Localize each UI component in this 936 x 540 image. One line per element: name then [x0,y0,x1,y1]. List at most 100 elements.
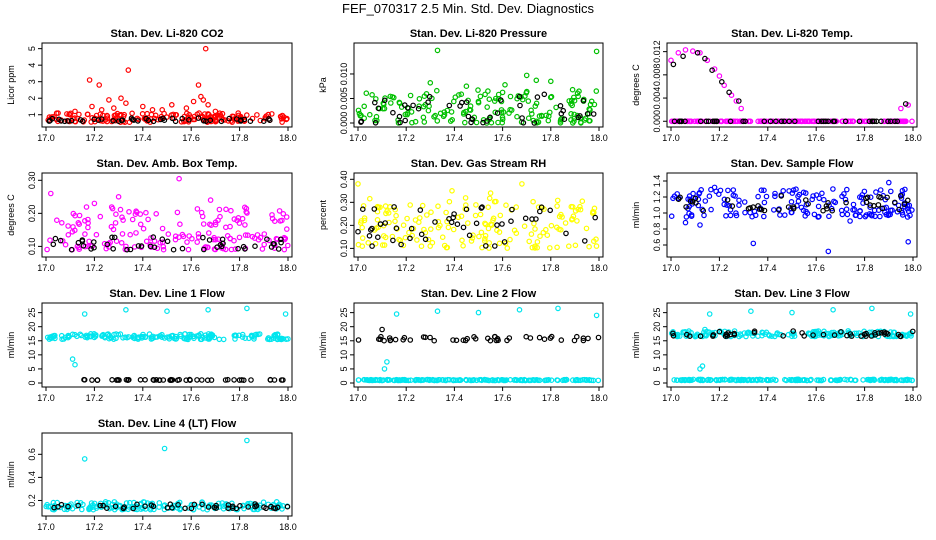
data-point [871,377,878,384]
data-point [81,456,88,462]
data-point [217,112,224,118]
data-point [201,246,207,253]
data-point [724,197,731,203]
data-point [494,227,500,234]
data-point [355,181,361,187]
data-point [700,207,707,214]
data-point [463,99,470,106]
data-point [110,118,116,124]
y-tick-label: 0.8 [652,223,662,236]
x-tick-label: 17.8 [542,393,560,403]
x-tick-label: 17.0 [662,133,680,143]
data-point [749,213,755,220]
data-point [239,331,246,338]
plot-frame [41,172,293,258]
data-point [730,192,737,199]
data-point [781,376,788,383]
data-point [282,311,289,317]
data-point [58,501,65,508]
data-point [569,216,576,222]
data-point [45,503,52,510]
data-point [532,226,538,232]
data-point [790,328,797,334]
data-point [465,113,472,120]
data-point [542,226,549,233]
data-point [843,186,850,193]
data-point [129,216,136,223]
data-point [544,232,551,239]
data-point [439,376,446,383]
data-point [815,214,821,220]
data-point [760,213,767,220]
data-point [826,333,832,340]
x-tick-label: 17.6 [182,393,200,403]
data-point [51,504,57,511]
data-point [810,328,816,335]
data-point [172,118,179,125]
data-point [683,331,690,338]
data-point [468,238,475,244]
data-point [200,234,206,241]
x-tick-label: 18.0 [590,133,608,143]
data-point [844,211,851,218]
data-point [435,203,441,210]
data-point [369,225,375,232]
data-point [200,118,207,124]
data-point [123,243,129,250]
x-tick-label: 17.4 [134,263,152,273]
data-point [710,333,716,339]
data-point [702,198,709,204]
data-point [355,337,362,343]
data-point [499,221,505,227]
data-point [593,243,600,249]
data-point [458,213,465,220]
data-point [446,102,453,109]
data-point [772,193,778,200]
y-tick-label: 10 [27,350,37,360]
data-point [763,376,770,383]
data-point [79,238,86,244]
x-tick-label: 17.4 [759,263,777,273]
data-point [728,377,735,383]
page-title: FEF_070317 2.5 Min. Std. Dev. Diagnostic… [342,1,594,16]
data-point [374,217,381,223]
data-point [445,224,452,231]
data-point [58,118,65,124]
data-point [252,503,258,510]
data-point [825,200,831,206]
data-point [781,212,788,218]
data-point [52,235,59,242]
data-point [571,111,578,118]
data-point [199,377,205,383]
data-point [790,331,796,338]
data-point [525,98,532,104]
data-point [459,237,465,244]
data-point [714,118,720,125]
x-tick-label: 18.0 [904,393,922,403]
data-point [822,118,829,125]
data-point [140,225,147,232]
data-point [112,112,119,118]
data-point [708,206,714,213]
data-point [482,236,488,242]
data-point [671,377,678,383]
data-point [366,111,373,118]
data-point [825,248,832,255]
y-tick-label: 0.4 [27,471,37,484]
data-point [482,221,489,228]
data-point [240,243,247,250]
data-point [407,92,414,99]
y-tick-label: 0.010 [339,63,349,86]
data-point [358,119,364,125]
data-point [137,221,144,228]
data-point [521,223,528,230]
y-axis-label: ml/min [6,332,16,359]
data-point [47,117,53,124]
data-point [523,333,530,340]
data-point [185,505,192,511]
data-point [222,377,229,383]
data-point [548,222,555,229]
data-point [877,377,883,384]
data-point [680,53,686,60]
data-point [514,113,520,120]
